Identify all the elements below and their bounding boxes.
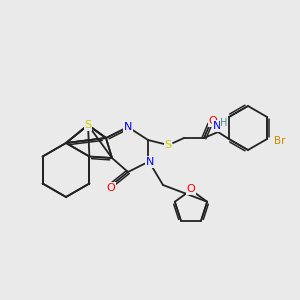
Text: O: O bbox=[187, 184, 195, 194]
Text: N: N bbox=[213, 121, 221, 131]
Text: H: H bbox=[220, 118, 228, 128]
Text: N: N bbox=[124, 122, 132, 132]
Text: S: S bbox=[164, 140, 172, 150]
Text: Br: Br bbox=[274, 136, 286, 146]
Text: S: S bbox=[84, 120, 92, 130]
Text: O: O bbox=[208, 116, 217, 126]
Text: O: O bbox=[106, 183, 116, 193]
Text: N: N bbox=[146, 157, 154, 167]
